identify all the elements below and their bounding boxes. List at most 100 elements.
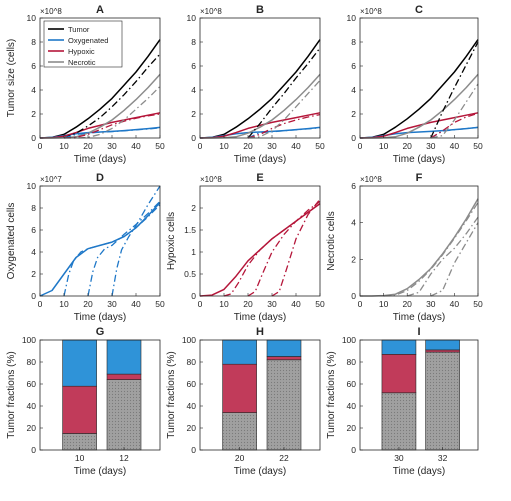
- x-tick-label: 30: [426, 299, 436, 309]
- y-tick-label: 1.5: [184, 225, 196, 235]
- x-tick-label: 22: [279, 453, 289, 463]
- series-line-necrotic-dashdot: [64, 85, 161, 139]
- legend-label: Tumor: [68, 25, 90, 34]
- axis-exponent: ×10^8: [40, 7, 62, 16]
- y-tick-label: 0.5: [184, 269, 196, 279]
- y-tick-label: 40: [347, 401, 357, 411]
- bar-segment-hypoxic: [106, 373, 142, 380]
- series-line-hypoxic-solid: [39, 112, 161, 139]
- series-line-tumor-solid: [39, 39, 161, 139]
- x-tick-label: 50: [315, 299, 325, 309]
- x-axis-label: Time (days): [393, 312, 445, 323]
- plot-frame: [39, 185, 161, 297]
- x-tick-label: 20: [83, 299, 93, 309]
- series-line-oxygenated-dashdot: [247, 127, 321, 139]
- x-tick-label: 0: [198, 299, 203, 309]
- x-tick-label: 40: [131, 141, 141, 151]
- y-axis-label: Oxygenated cells: [6, 203, 17, 280]
- y-tick-label: 2: [351, 109, 356, 119]
- x-tick-label: 10: [75, 453, 85, 463]
- panel-label: D: [96, 172, 104, 184]
- y-tick-label: 20: [347, 423, 357, 433]
- legend-label: Necrotic: [68, 58, 96, 67]
- x-axis-label: Time (days): [234, 312, 286, 323]
- y-axis-label: Necrotic cells: [326, 211, 337, 270]
- y-tick-label: 6: [351, 181, 356, 191]
- bar-segment-hypoxic: [222, 363, 257, 413]
- series-line-hypoxic-dashdot: [247, 200, 321, 297]
- plot-frame: [199, 185, 321, 297]
- bar-segment-necrotic: [222, 412, 257, 451]
- series-line-oxygenated-dashdot: [63, 127, 161, 139]
- x-tick-label: 20: [235, 453, 245, 463]
- y-tick-label: 20: [27, 423, 37, 433]
- y-axis-label: Tumor fractions (%): [326, 351, 337, 438]
- bar-segment-hypoxic: [381, 353, 417, 394]
- x-tick-label: 50: [473, 141, 483, 151]
- plot-frame: [359, 17, 479, 139]
- y-tick-label: 6: [31, 225, 36, 235]
- panel-label: H: [256, 326, 264, 338]
- x-tick-label: 20: [83, 141, 93, 151]
- y-tick-label: 10: [347, 13, 357, 23]
- bar-segment-oxygenated: [381, 339, 417, 355]
- x-tick-label: 32: [438, 453, 448, 463]
- x-tick-label: 0: [38, 299, 43, 309]
- y-tick-label: 0: [191, 291, 196, 301]
- series-line-tumor-dashdot: [247, 47, 321, 139]
- x-tick-label: 30: [394, 453, 404, 463]
- y-tick-label: 0: [351, 133, 356, 143]
- panel-i: I 30 32 0 20 40 60 80 100 Time (days) Tumor fracti…: [326, 326, 479, 477]
- y-tick-label: 60: [27, 379, 37, 389]
- axis-exponent: ×10^8: [360, 175, 382, 184]
- bar-segment-hypoxic: [425, 349, 460, 353]
- series-line-hypoxic-dashdot: [430, 112, 479, 139]
- y-tick-label: 40: [27, 401, 37, 411]
- bar-segment-necrotic: [106, 379, 142, 451]
- y-tick-label: 10: [27, 13, 37, 23]
- x-tick-label: 40: [450, 141, 460, 151]
- x-tick-label: 0: [198, 141, 203, 151]
- y-tick-label: 10: [187, 13, 197, 23]
- y-tick-label: 8: [351, 37, 356, 47]
- x-tick-label: 50: [473, 299, 483, 309]
- y-tick-label: 8: [31, 203, 36, 213]
- y-tick-label: 8: [191, 37, 196, 47]
- panel-label: B: [256, 4, 264, 16]
- y-tick-label: 2: [31, 109, 36, 119]
- y-tick-label: 4: [351, 85, 356, 95]
- y-tick-label: 8: [31, 37, 36, 47]
- series-line-hypoxic-dashdot: [247, 113, 321, 139]
- bar-segment-oxygenated: [62, 339, 97, 387]
- axis-exponent: ×10^8: [360, 7, 382, 16]
- legend-label: Oxygenated: [68, 36, 108, 45]
- y-tick-label: 4: [351, 218, 356, 228]
- series-line-hypoxic-solid: [359, 112, 479, 139]
- x-axis-label: Time (days): [234, 154, 286, 165]
- x-tick-label: 40: [291, 141, 301, 151]
- y-tick-label: 6: [191, 61, 196, 71]
- bar-segment-oxygenated: [266, 339, 302, 357]
- y-tick-label: 80: [347, 357, 357, 367]
- axis-exponent: ×10^8: [200, 7, 222, 16]
- y-tick-label: 2: [31, 269, 36, 279]
- series-line-necrotic-dashdot: [383, 202, 479, 297]
- panel-label: A: [96, 4, 104, 16]
- x-tick-label: 50: [315, 141, 325, 151]
- series-line-necrotic-dashdot: [407, 216, 479, 297]
- bar-segment-oxygenated: [106, 339, 142, 375]
- x-axis-label: Time (days): [74, 466, 126, 477]
- series-line-necrotic-dashdot: [430, 83, 479, 139]
- x-tick-label: 0: [358, 299, 363, 309]
- x-tick-label: 12: [119, 453, 129, 463]
- bar-segment-hypoxic: [62, 385, 97, 434]
- y-tick-label: 0: [351, 291, 356, 301]
- y-tick-label: 100: [182, 335, 196, 345]
- x-tick-label: 10: [379, 141, 389, 151]
- panel-label: F: [416, 172, 423, 184]
- x-tick-label: 30: [426, 141, 436, 151]
- x-tick-label: 50: [155, 299, 165, 309]
